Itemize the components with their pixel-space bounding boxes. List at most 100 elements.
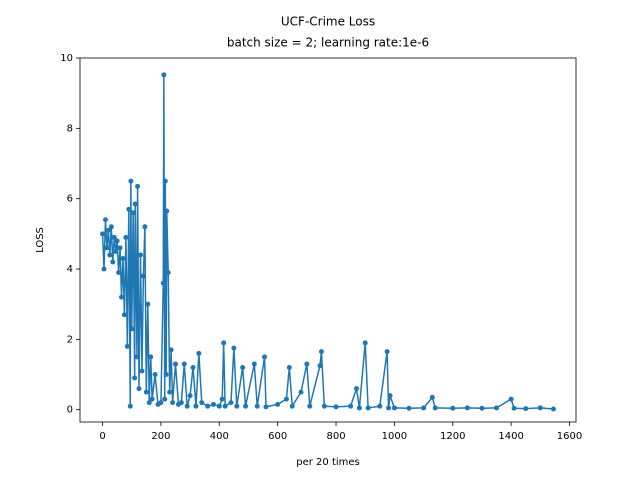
point bbox=[163, 372, 169, 378]
point bbox=[406, 405, 412, 411]
plot-frame bbox=[79, 57, 577, 423]
point bbox=[550, 406, 556, 412]
point bbox=[537, 405, 543, 411]
point bbox=[304, 361, 310, 367]
point bbox=[348, 403, 354, 409]
point bbox=[123, 234, 129, 240]
point bbox=[108, 224, 114, 230]
point bbox=[148, 354, 154, 360]
point bbox=[102, 217, 108, 223]
chart-title: UCF-Crime Loss bbox=[281, 15, 375, 29]
point bbox=[429, 394, 435, 400]
point bbox=[251, 361, 257, 367]
point bbox=[167, 389, 173, 395]
point bbox=[158, 400, 164, 406]
point bbox=[143, 389, 149, 395]
y-tick-label: 8 bbox=[67, 123, 73, 134]
point bbox=[170, 400, 176, 406]
point bbox=[263, 404, 269, 410]
point bbox=[464, 405, 470, 411]
point bbox=[101, 266, 107, 272]
y-tick-label: 2 bbox=[67, 334, 73, 345]
point bbox=[286, 364, 292, 370]
point bbox=[356, 405, 362, 411]
point bbox=[228, 400, 234, 406]
point bbox=[132, 201, 138, 207]
point bbox=[111, 234, 117, 240]
point bbox=[139, 368, 145, 374]
point bbox=[298, 389, 304, 395]
point bbox=[149, 396, 155, 402]
point bbox=[142, 224, 148, 230]
point bbox=[105, 227, 111, 233]
point bbox=[391, 405, 397, 411]
point bbox=[104, 245, 110, 251]
point bbox=[165, 270, 171, 276]
x-tick-label: 1000 bbox=[382, 431, 407, 442]
point bbox=[173, 361, 179, 367]
point bbox=[421, 405, 427, 411]
point bbox=[386, 405, 392, 411]
point bbox=[318, 349, 324, 355]
point bbox=[365, 405, 371, 411]
point bbox=[162, 178, 168, 184]
point bbox=[377, 403, 383, 409]
point bbox=[307, 403, 313, 409]
point bbox=[181, 361, 187, 367]
point bbox=[100, 231, 106, 237]
point bbox=[240, 364, 246, 370]
point bbox=[190, 364, 196, 370]
point bbox=[164, 208, 170, 214]
point bbox=[494, 405, 500, 411]
point bbox=[216, 403, 222, 409]
point bbox=[479, 405, 485, 411]
point bbox=[243, 403, 249, 409]
point bbox=[321, 403, 327, 409]
point bbox=[107, 252, 113, 258]
y-tick-label: 6 bbox=[67, 194, 73, 205]
point bbox=[384, 349, 390, 355]
point bbox=[178, 400, 184, 406]
point bbox=[136, 386, 142, 392]
x-tick-label: 600 bbox=[268, 431, 287, 442]
point bbox=[387, 393, 393, 399]
point bbox=[184, 403, 190, 409]
point bbox=[162, 396, 168, 402]
point bbox=[146, 400, 152, 406]
x-tick-label: 800 bbox=[326, 431, 345, 442]
point bbox=[129, 326, 135, 332]
point bbox=[450, 405, 456, 411]
point bbox=[134, 354, 140, 360]
x-tick-label: 1400 bbox=[498, 431, 523, 442]
point bbox=[130, 210, 136, 216]
point bbox=[254, 403, 260, 409]
point bbox=[432, 405, 438, 411]
point bbox=[199, 400, 205, 406]
x-tick-label: 1600 bbox=[557, 431, 582, 442]
point bbox=[127, 403, 133, 409]
point bbox=[114, 238, 120, 244]
point bbox=[126, 206, 132, 212]
x-tick-label: 400 bbox=[210, 431, 229, 442]
point bbox=[317, 363, 323, 369]
point bbox=[362, 340, 368, 346]
y-tick-label: 10 bbox=[60, 53, 73, 64]
point bbox=[132, 375, 138, 381]
point bbox=[128, 178, 134, 184]
x-tick-label: 0 bbox=[99, 431, 105, 442]
point bbox=[196, 350, 202, 356]
point bbox=[205, 403, 211, 409]
point bbox=[121, 312, 127, 318]
loss-line bbox=[101, 74, 554, 410]
point bbox=[145, 301, 151, 307]
point bbox=[168, 347, 174, 353]
point bbox=[289, 403, 295, 409]
point bbox=[187, 393, 193, 399]
point bbox=[222, 403, 228, 409]
point bbox=[137, 252, 143, 258]
point bbox=[113, 248, 119, 254]
point bbox=[353, 386, 359, 392]
point bbox=[124, 343, 130, 349]
point bbox=[161, 72, 167, 78]
